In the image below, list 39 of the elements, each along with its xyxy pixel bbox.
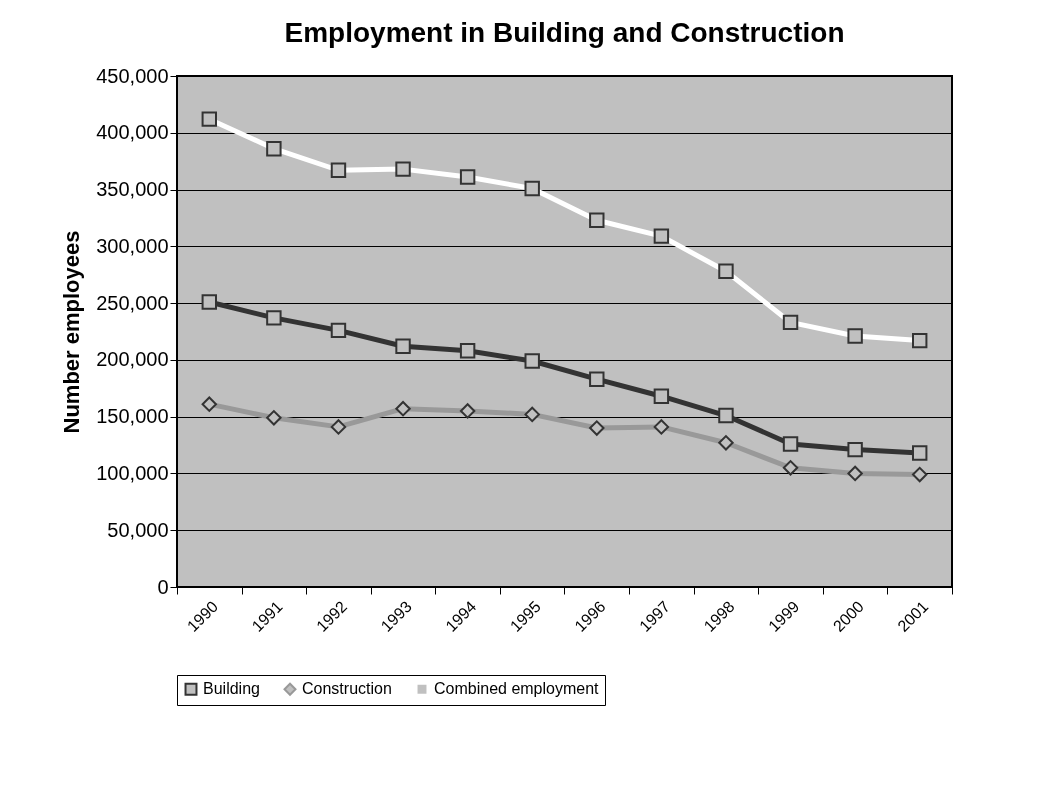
point — [330, 419, 347, 435]
point — [266, 410, 282, 426]
point — [912, 445, 928, 461]
legend-label: Construction — [302, 680, 392, 698]
point — [459, 343, 476, 359]
y-tick-label: 0 — [157, 575, 169, 598]
point — [653, 419, 670, 435]
y-tick-label: 400,000 — [96, 121, 169, 144]
point — [718, 435, 734, 451]
legend-label: Combined employment — [434, 680, 600, 698]
y-tick-label: 50,000 — [107, 518, 169, 541]
point — [266, 310, 282, 326]
chart-title: Employment in Building and Construction — [284, 17, 845, 48]
point — [524, 406, 540, 423]
point — [524, 353, 540, 369]
legend-label: Building — [203, 680, 260, 698]
y-tick-label: 150,000 — [96, 405, 169, 428]
y-axis-title: Number employees — [59, 230, 85, 434]
y-tick-label: 450,000 — [96, 64, 169, 87]
point — [395, 338, 411, 354]
point — [782, 460, 799, 476]
point — [653, 388, 670, 404]
y-tick-label: 350,000 — [96, 178, 169, 201]
y-tick-label: 300,000 — [96, 234, 169, 257]
point — [330, 322, 347, 339]
point — [718, 407, 734, 424]
point — [589, 420, 605, 436]
point — [589, 371, 605, 387]
y-tick-label: 250,000 — [96, 291, 169, 314]
point — [912, 466, 928, 483]
y-tick-label: 200,000 — [96, 348, 169, 371]
point — [201, 396, 217, 412]
point — [847, 465, 863, 482]
point — [847, 441, 863, 458]
point — [395, 401, 411, 417]
point — [459, 403, 476, 419]
point — [201, 294, 217, 310]
y-tick-label: 100,000 — [96, 461, 169, 484]
point — [782, 436, 799, 452]
